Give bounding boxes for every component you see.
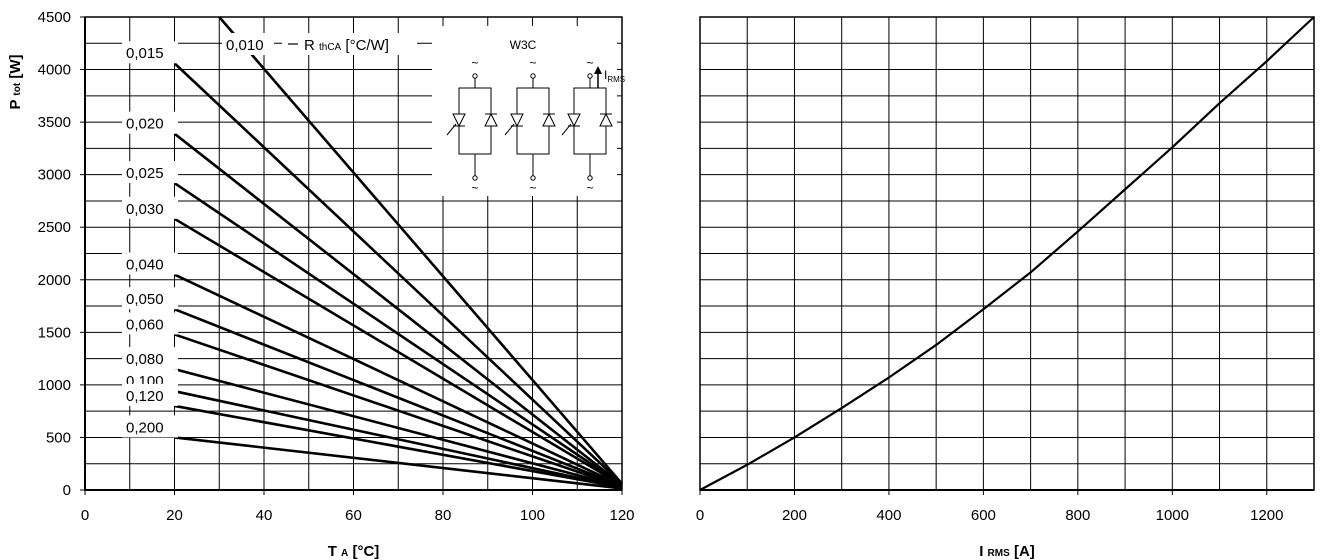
terminal — [530, 73, 536, 79]
series-label-bg — [122, 196, 178, 219]
x-tick-label: 800 — [1065, 507, 1090, 524]
series-label: 0,015 — [126, 45, 164, 62]
ac-symbol: ~ — [529, 56, 536, 70]
series-label-bg — [122, 347, 178, 370]
y-tick-label: 1000 — [38, 377, 71, 394]
ac-symbol: ~ — [471, 56, 478, 70]
gate-lead — [504, 123, 515, 136]
thyristor-icon — [567, 113, 581, 128]
series-line — [174, 436, 623, 490]
y-tick-label: 4500 — [38, 9, 71, 26]
x-tick-label: 0 — [696, 507, 704, 524]
inset-bg — [432, 26, 617, 196]
y-tick-label: 1500 — [38, 324, 71, 341]
y-tick-label: 3000 — [38, 167, 71, 184]
series-label-bg — [122, 41, 178, 64]
series-label: 0,200 — [126, 419, 164, 436]
x-tick-label: 400 — [876, 507, 901, 524]
y-tick-label: 0 — [63, 482, 71, 499]
terminal — [587, 73, 593, 79]
series-label: 0,080 — [126, 351, 164, 368]
x-tick-label: 80 — [435, 507, 452, 524]
thyristor-icon — [510, 113, 524, 128]
series-line — [173, 62, 623, 485]
x-tick-label: 0 — [81, 507, 89, 524]
x-tick-label: 200 — [782, 507, 807, 524]
y-tick-label: 4000 — [38, 62, 71, 79]
gate-lead — [561, 123, 572, 136]
left-chart: 0 20 40 60 80 100 120 0 500 1000 1500 2000 2500 3000 3… — [7, 9, 635, 560]
legend-title: R thCA [°C/W] — [304, 37, 389, 54]
x-axis-sub: A — [341, 548, 348, 559]
x-tick-label: 120 — [609, 507, 634, 524]
series-line — [173, 132, 623, 486]
series-line — [174, 389, 623, 489]
current-label-sub: RMS — [607, 75, 625, 84]
y-tick-label: 2500 — [38, 219, 71, 236]
series-label-bg — [122, 312, 178, 335]
series-line — [174, 308, 623, 488]
series-line — [174, 333, 623, 489]
series-line — [218, 16, 623, 485]
series-label-bg — [122, 252, 178, 275]
series-line — [173, 217, 623, 487]
x-tick-label: 20 — [166, 507, 183, 524]
series-label-bg — [122, 161, 178, 184]
legend-title-bg — [282, 33, 417, 55]
y-axis-title: P tot [W] — [7, 54, 24, 109]
series-label: 0,050 — [126, 291, 164, 308]
series-label: 0,010 — [226, 37, 264, 54]
thyristor-icon — [599, 112, 613, 127]
y-tick-label: 500 — [46, 429, 71, 446]
inset-title: W3C — [510, 38, 537, 52]
series-label-bg — [122, 383, 178, 406]
series-label: 0,060 — [126, 316, 164, 333]
series-line — [174, 367, 623, 489]
y-tick-label: 3500 — [38, 114, 71, 131]
terminal — [472, 175, 478, 181]
terminal — [472, 73, 478, 79]
series-label: 0,120 — [126, 388, 164, 405]
series-label: 0,030 — [126, 201, 164, 218]
series-label: 0,025 — [126, 165, 164, 182]
terminal — [530, 175, 536, 181]
y-axis-sub: tot — [12, 82, 23, 95]
series-label: 0,020 — [126, 116, 164, 133]
series-line — [174, 404, 623, 489]
series-label-bg — [122, 287, 178, 310]
x-axis-sub: RMS — [988, 548, 1011, 559]
current-arrowhead — [594, 66, 602, 74]
legend-title-sub: thCA — [319, 42, 342, 53]
ac-symbol: ~ — [471, 181, 478, 195]
y-tick-label: 2000 — [38, 272, 71, 289]
series-label-bg — [122, 111, 178, 134]
x-tick-label: 100 — [520, 507, 545, 524]
series-line — [699, 16, 1315, 491]
x-tick-label: 1200 — [1250, 507, 1283, 524]
right-chart: 0 200 400 600 800 1000 1200 I RMS [A] — [696, 16, 1315, 560]
ac-symbol: ~ — [586, 181, 593, 195]
series-label-bg — [122, 415, 178, 438]
x-axis-title: T A [°C] — [328, 543, 380, 560]
series-label: 0,040 — [126, 257, 164, 274]
thyristor-icon — [542, 112, 556, 127]
terminal — [587, 175, 593, 181]
x-tick-label: 600 — [971, 507, 996, 524]
thyristor-icon — [484, 112, 498, 127]
x-tick-label: 40 — [256, 507, 273, 524]
series-label-bg — [222, 33, 274, 55]
x-tick-label: 60 — [345, 507, 362, 524]
x-tick-label: 1000 — [1156, 507, 1189, 524]
gate-lead — [446, 123, 457, 136]
series-line — [173, 273, 623, 487]
x-axis-title: I RMS [A] — [979, 543, 1035, 560]
ac-symbol: ~ — [529, 181, 536, 195]
ac-symbol: ~ — [586, 56, 593, 70]
thyristor-icon — [452, 113, 466, 128]
series-line — [173, 181, 623, 486]
